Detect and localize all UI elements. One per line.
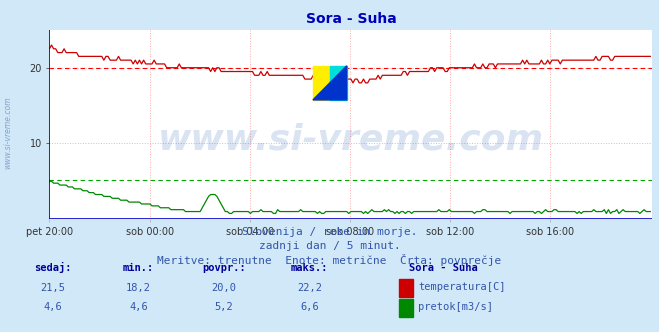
Text: 21,5: 21,5 — [40, 283, 65, 292]
Text: min.:: min.: — [123, 263, 154, 273]
Bar — [330, 66, 347, 100]
Text: 22,2: 22,2 — [297, 283, 322, 292]
Text: temperatura[C]: temperatura[C] — [418, 283, 506, 292]
Text: sedaj:: sedaj: — [34, 262, 71, 273]
Text: pretok[m3/s]: pretok[m3/s] — [418, 302, 494, 312]
Polygon shape — [313, 66, 347, 100]
Text: maks.:: maks.: — [291, 263, 328, 273]
Text: 6,6: 6,6 — [301, 302, 319, 312]
Text: 4,6: 4,6 — [129, 302, 148, 312]
Text: 5,2: 5,2 — [215, 302, 233, 312]
Text: www.si-vreme.com: www.si-vreme.com — [3, 97, 13, 169]
Text: www.si-vreme.com: www.si-vreme.com — [158, 123, 544, 157]
Text: 4,6: 4,6 — [43, 302, 62, 312]
Text: 20,0: 20,0 — [212, 283, 237, 292]
Text: zadnji dan / 5 minut.: zadnji dan / 5 minut. — [258, 241, 401, 251]
Title: Sora - Suha: Sora - Suha — [306, 12, 396, 26]
Text: povpr.:: povpr.: — [202, 263, 246, 273]
Text: Sora - Suha: Sora - Suha — [409, 263, 477, 273]
Bar — [313, 66, 330, 100]
Text: Meritve: trenutne  Enote: metrične  Črta: povprečje: Meritve: trenutne Enote: metrične Črta: … — [158, 254, 501, 266]
Text: Slovenija / reke in morje.: Slovenija / reke in morje. — [242, 227, 417, 237]
Text: 18,2: 18,2 — [126, 283, 151, 292]
